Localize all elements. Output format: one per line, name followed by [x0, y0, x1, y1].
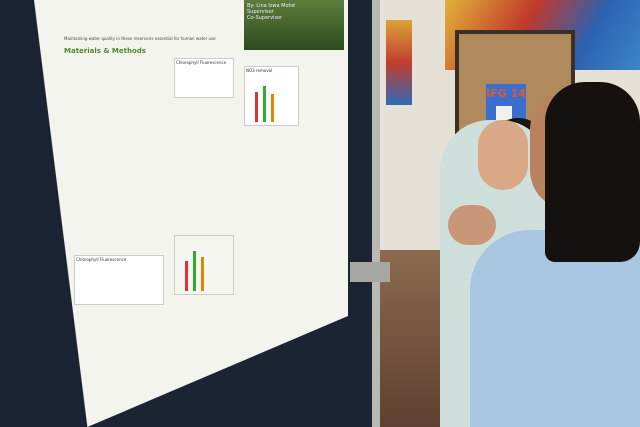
intro-text: Maintaining water quality in these reser… [64, 36, 216, 41]
woman-in-blue-hair [545, 82, 640, 262]
bar [263, 86, 266, 122]
woman-in-blue-shirt [470, 230, 640, 427]
cosupervisor-line: Co-Supervisor [247, 15, 283, 21]
chart-3: Chlorophyll Fluorescence [74, 255, 164, 305]
sign-note [496, 106, 512, 120]
poster-title-banner: By: Lina Izwa Mohd Supervisor Co-Supervi… [244, 0, 344, 50]
chart-title: Chlorophyll Fluorescence [176, 60, 227, 65]
chart-4 [174, 235, 234, 295]
chart-title: Chlorophyll Fluorescence [76, 257, 127, 262]
section-heading: Materials & Methods [64, 47, 146, 55]
bar [193, 251, 196, 291]
chart-title: NO3 removal [246, 68, 273, 73]
bar [271, 94, 274, 122]
frame-crossbar [350, 262, 390, 282]
supervisor-line: Supervisor [247, 9, 274, 15]
chart-1: Chlorophyll Fluorescence [174, 58, 234, 98]
gesturing-hand [448, 205, 496, 245]
graffiti-panel [386, 20, 412, 105]
woman-with-glasses-face [478, 120, 528, 190]
author-line: By: Lina Izwa Mohd [247, 3, 295, 9]
bar [185, 261, 188, 291]
bar [201, 257, 204, 291]
chart-2: NO3 removal [244, 66, 299, 126]
bar [255, 92, 258, 122]
